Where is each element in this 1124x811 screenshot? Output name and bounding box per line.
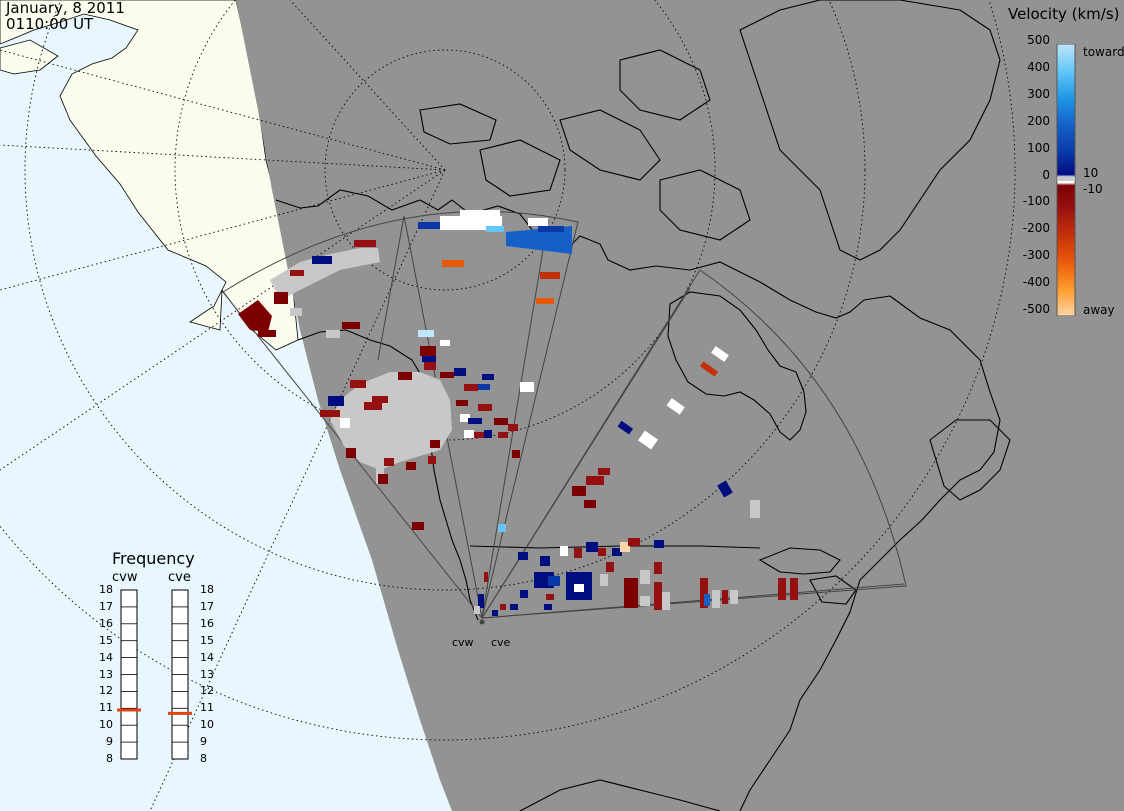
velocity-colorbar (1056, 44, 1076, 316)
velocity-tick-label: 200 (1027, 113, 1050, 128)
ground-scatter-band (270, 248, 380, 300)
time-label: 0110:00 UT (6, 15, 94, 33)
velocity-tick-label: -500 (1022, 302, 1050, 316)
velocity-tick-label: 100 (1027, 140, 1050, 155)
velocity-tick-label: -200 (1022, 221, 1050, 236)
ground-scatter-region (330, 372, 452, 470)
frequency-scale-label: 11 (99, 701, 113, 715)
velocity-tick-label: -400 (1022, 275, 1050, 290)
frequency-title: Frequency (112, 549, 195, 568)
frequency-scale-label: 10 (99, 718, 113, 732)
away-label: away (1083, 303, 1115, 317)
velocity-cells (238, 210, 798, 616)
date-label: January, 8 2011 (6, 0, 125, 17)
frequency-scale-label: 8 (106, 752, 113, 765)
frequency-bars (117, 589, 192, 760)
toward-label: toward (1083, 45, 1124, 59)
frequency-scale-label: 17 (99, 599, 113, 613)
frequency-scale-label: 9 (200, 735, 207, 749)
radar-name-cvw: cvw (112, 570, 138, 585)
frequency-scale-label: 10 (200, 718, 214, 732)
frequency-scale-label: 16 (99, 616, 113, 630)
velocity-tick-label: 400 (1027, 59, 1050, 74)
siberia-coast (0, 39, 59, 75)
velocity-tick-label: -300 (1022, 248, 1050, 263)
site-label-cvw: cvw (452, 636, 474, 649)
velocity-scale-title: Velocity (km/s) (1008, 5, 1120, 23)
site-label-cve: cve (491, 636, 511, 649)
frequency-scale-label: 17 (200, 599, 214, 613)
frequency-scale-label: 15 (200, 633, 214, 647)
radar-name-cve: cve (168, 570, 191, 585)
frequency-scale-label: 9 (106, 735, 113, 749)
frequency-scale-label: 13 (99, 667, 113, 681)
frequency-scale-label: 18 (99, 583, 113, 596)
coastlines (275, 0, 1011, 811)
frequency-scale-label: 14 (99, 650, 113, 664)
frequency-scale-label: 13 (200, 667, 214, 681)
inner-tick-positive: 10 (1083, 166, 1099, 180)
radar-site-marker (479, 619, 485, 625)
inner-tick-negative: -10 (1083, 182, 1103, 196)
velocity-tick-label: -100 (1022, 194, 1050, 209)
frequency-scale-label: 14 (200, 650, 214, 664)
velocity-tick-label: 0 (1042, 167, 1050, 182)
frequency-scale-label: 8 (200, 752, 207, 765)
frequency-scale-label: 16 (200, 616, 214, 630)
frequency-scale-label: 12 (200, 684, 214, 698)
velocity-tick-label: 500 (1027, 33, 1050, 47)
frequency-scale-label: 12 (99, 684, 113, 698)
frequency-scale-label: 18 (200, 583, 214, 596)
frequency-scale-label: 11 (200, 701, 214, 715)
velocity-tick-label: 300 (1027, 86, 1050, 101)
frequency-scale-label: 15 (99, 633, 113, 647)
